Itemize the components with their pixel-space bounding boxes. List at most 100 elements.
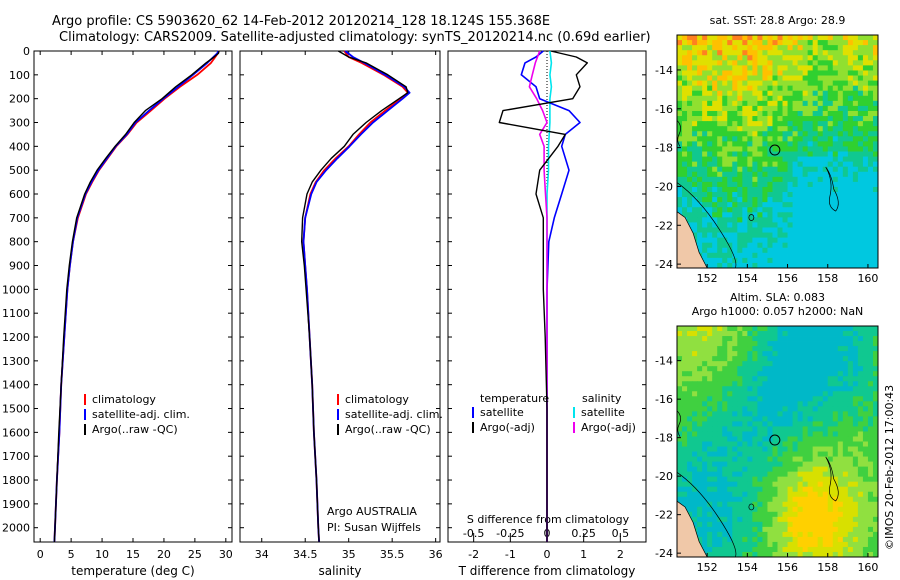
sst-map-cell [872, 232, 879, 239]
sla-map-cell [702, 351, 708, 357]
sst-map-cell [852, 257, 859, 264]
sst-map-cell [872, 262, 879, 269]
sst-map-cell [782, 70, 788, 76]
sla-map-cell [852, 386, 859, 392]
sst-map-cell [707, 156, 713, 163]
sla-map-cell [802, 501, 809, 508]
sst-map-cell [832, 65, 839, 71]
sla-map-cell [777, 471, 783, 478]
sla-map-cell [737, 346, 743, 352]
sst-map-cell [837, 257, 844, 264]
sla-map-cell [837, 411, 844, 417]
sla-map-cell [677, 486, 683, 493]
sst-map-cell [862, 176, 869, 183]
sst-map-cell [767, 45, 773, 51]
sst-map-cell [712, 141, 718, 147]
sdiff-tick-label: -0.5 [463, 527, 484, 540]
sst-map-cell [797, 252, 804, 259]
sst-map-cell [702, 151, 708, 157]
sla-map-cell [742, 526, 748, 533]
sla-map-cell [767, 491, 773, 498]
sst-map-cell [752, 110, 758, 117]
sla-map-cell [742, 391, 748, 397]
sst-map-cell [837, 95, 844, 102]
sst-map-cell [747, 116, 753, 122]
sla-map-cell [787, 551, 793, 558]
sst-map-cell [867, 197, 874, 203]
sla-map-cell [697, 476, 703, 483]
sla-map-cell [707, 411, 713, 417]
sst-map-cell [752, 252, 758, 259]
sla-map-cell [722, 461, 728, 468]
sla-map-cell [842, 541, 849, 548]
sla-map-cell [802, 511, 809, 518]
sst-map-cell [752, 202, 758, 208]
sst-map-cell [802, 192, 809, 198]
sla-map-cell [872, 441, 879, 447]
sla-map-cell [872, 436, 879, 442]
sla-map-cell [792, 456, 799, 462]
sst-map-cell [722, 161, 728, 168]
sla-map-cell [707, 541, 713, 548]
sla-map-cell [707, 326, 713, 332]
sst-map-cell [812, 202, 819, 208]
sst-map-cell [757, 141, 763, 147]
sst-map-cell [827, 156, 834, 163]
sla-lat-tick-label: -18 [655, 432, 673, 445]
sst-map-cell [687, 166, 693, 173]
sla-map-cell [787, 431, 793, 437]
sst-map-cell [702, 110, 708, 117]
sst-map-cell [872, 166, 879, 173]
sla-map-cell [702, 366, 708, 372]
sla-map-cell [782, 461, 788, 468]
sla-map-cell [817, 331, 824, 337]
sla-map-cell [792, 436, 799, 442]
sst-map-cell [722, 156, 728, 163]
sst-map-cell [752, 105, 758, 112]
sla-map-cell [817, 376, 824, 382]
sst-map-cell [737, 146, 743, 152]
sst-map-cell [817, 252, 824, 259]
sla-map-cell [737, 371, 743, 377]
sst-map-cell [732, 161, 738, 168]
sla-map-cell [857, 331, 864, 337]
sst-map-cell [732, 90, 738, 97]
sla-map-cell [852, 441, 859, 447]
sla-map-cell [782, 396, 788, 402]
sla-map-cell [702, 406, 708, 412]
sst-map-cell [847, 192, 854, 198]
sst-map-cell [742, 237, 748, 244]
sst-map-cell [792, 222, 799, 228]
sst-map-cell [677, 131, 683, 137]
sla-map-cell [722, 356, 728, 362]
sst-map-cell [677, 40, 683, 46]
sla-map-cell [837, 331, 844, 337]
sst-map-cell [862, 75, 869, 81]
sst-map-cell [782, 95, 788, 102]
depth-tick-label: 0 [23, 45, 30, 58]
sla-map-cell [797, 331, 804, 337]
sst-map-cell [722, 247, 728, 254]
sst-map-cell [772, 237, 778, 244]
sst-map-cell [857, 100, 864, 107]
sst-map-cell [842, 90, 849, 97]
sst-map-cell [832, 242, 839, 249]
sla-map-cell [867, 496, 874, 503]
sst-map-cell [722, 176, 728, 183]
sla-map-cell [722, 361, 728, 367]
sst-map-cell [712, 227, 718, 233]
sst-map-cell [827, 146, 834, 152]
sla-map-cell [782, 466, 788, 473]
sla-map-cell [727, 471, 733, 478]
sst-map-cell [687, 146, 693, 152]
sst-map-cell [797, 80, 804, 87]
sla-map-cell [792, 541, 799, 548]
sst-map-cell [812, 65, 819, 71]
sst-map-cell [757, 146, 763, 152]
sla-map-cell [852, 541, 859, 548]
sst-map-cell [782, 257, 788, 264]
sst-map-cell [802, 207, 809, 213]
sla-map-cell [757, 441, 763, 447]
sst-map-cell [857, 136, 864, 142]
sst-map-cell [737, 192, 743, 198]
